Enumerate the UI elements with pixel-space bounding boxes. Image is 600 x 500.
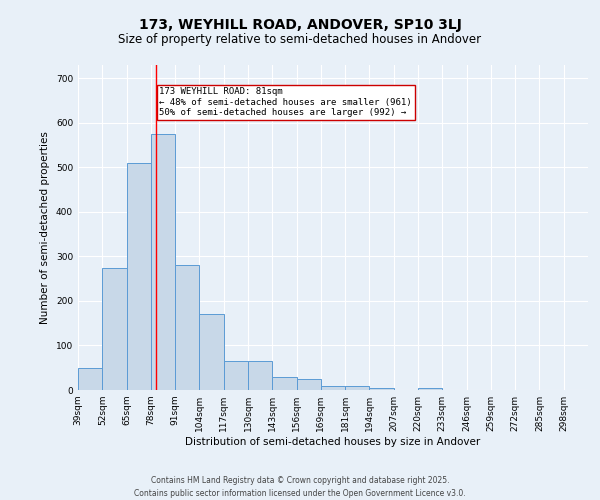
Text: Contains HM Land Registry data © Crown copyright and database right 2025.
Contai: Contains HM Land Registry data © Crown c… xyxy=(134,476,466,498)
Bar xyxy=(321,386,345,390)
Bar xyxy=(151,134,175,390)
Bar xyxy=(272,376,296,390)
Bar xyxy=(127,163,151,390)
Bar xyxy=(175,266,199,390)
Bar xyxy=(224,361,248,390)
Y-axis label: Number of semi-detached properties: Number of semi-detached properties xyxy=(40,131,50,324)
Text: Size of property relative to semi-detached houses in Andover: Size of property relative to semi-detach… xyxy=(118,32,482,46)
Bar xyxy=(370,388,394,390)
Bar xyxy=(102,268,127,390)
Bar xyxy=(248,361,272,390)
X-axis label: Distribution of semi-detached houses by size in Andover: Distribution of semi-detached houses by … xyxy=(185,437,481,447)
Bar xyxy=(345,386,370,390)
Text: 173, WEYHILL ROAD, ANDOVER, SP10 3LJ: 173, WEYHILL ROAD, ANDOVER, SP10 3LJ xyxy=(139,18,461,32)
Bar xyxy=(418,388,442,390)
Bar xyxy=(78,368,102,390)
Bar xyxy=(199,314,224,390)
Text: 173 WEYHILL ROAD: 81sqm
← 48% of semi-detached houses are smaller (961)
50% of s: 173 WEYHILL ROAD: 81sqm ← 48% of semi-de… xyxy=(159,88,412,117)
Bar xyxy=(296,379,321,390)
